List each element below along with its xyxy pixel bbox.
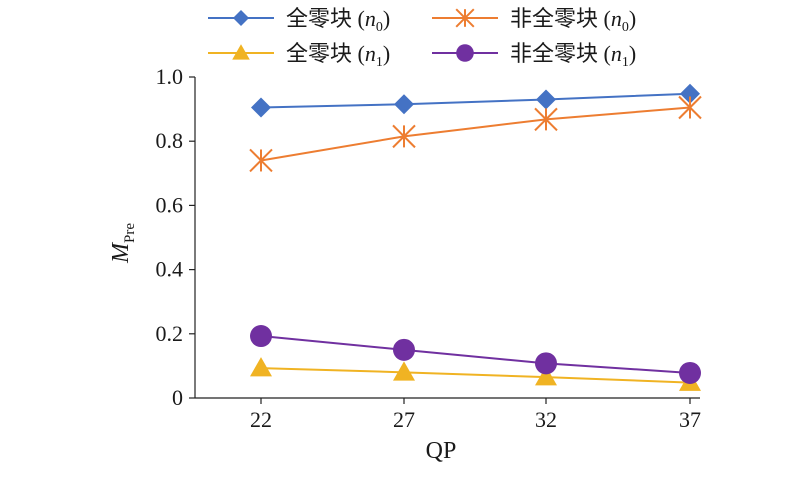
legend-label: 非全零块 (n0) [510, 6, 636, 35]
series-4 [250, 325, 701, 384]
point-diamond [251, 97, 271, 118]
legend-label: 非全零块 (n1) [510, 41, 636, 70]
y-tick-label: 0.4 [156, 257, 184, 282]
legend-item: 全零块 (n0) [208, 6, 390, 35]
x-tick-label: 27 [393, 407, 415, 432]
axes: 0 0.2 0.4 0.6 0.8 1.0 22 27 32 37 [156, 64, 702, 432]
legend: 全零块 (n0) 非全零块 (n0) 全零块 (n1) 非全零块 (n1) [208, 6, 636, 70]
y-tick-label: 0 [172, 385, 183, 410]
series-2 [249, 95, 702, 173]
x-axis-title: QP [426, 438, 457, 464]
legend-label: 全零块 (n0) [286, 6, 390, 35]
point-triangle [232, 44, 250, 60]
series-line [260, 367, 691, 384]
series-1 [251, 83, 700, 118]
point-star [678, 95, 702, 120]
point-star [249, 148, 273, 173]
y-tick-label: 1.0 [156, 64, 184, 89]
x-tick-label: 37 [679, 407, 701, 432]
point-star [392, 124, 416, 149]
point-circle [679, 361, 701, 384]
y-tick-label: 0.8 [156, 128, 184, 153]
legend-item: 非全零块 (n1) [432, 41, 636, 70]
x-tick-label: 32 [535, 407, 557, 432]
point-circle [393, 338, 415, 361]
legend-item: 非全零块 (n0) [432, 6, 636, 35]
y-axis-title: MPre [108, 223, 138, 264]
series-layer [249, 83, 702, 391]
point-diamond [394, 94, 414, 115]
series-line [260, 92, 691, 109]
legend-item: 全零块 (n1) [208, 41, 390, 70]
point-triangle [393, 361, 415, 381]
series-line [260, 335, 691, 374]
x-tick-label: 22 [250, 407, 272, 432]
point-diamond [233, 10, 249, 26]
point-diamond [536, 89, 556, 110]
point-star [534, 107, 558, 132]
y-tick-label: 0.6 [156, 192, 184, 217]
point-circle [535, 352, 557, 375]
point-star [455, 8, 475, 28]
point-triangle [250, 357, 272, 377]
legend-label: 全零块 (n1) [286, 41, 390, 70]
series-3 [250, 357, 701, 391]
point-circle [456, 44, 474, 62]
y-tick-label: 0.2 [156, 321, 184, 346]
point-triangle [535, 366, 557, 386]
point-diamond [680, 83, 700, 104]
point-circle [250, 325, 272, 348]
series-line [260, 106, 691, 162]
